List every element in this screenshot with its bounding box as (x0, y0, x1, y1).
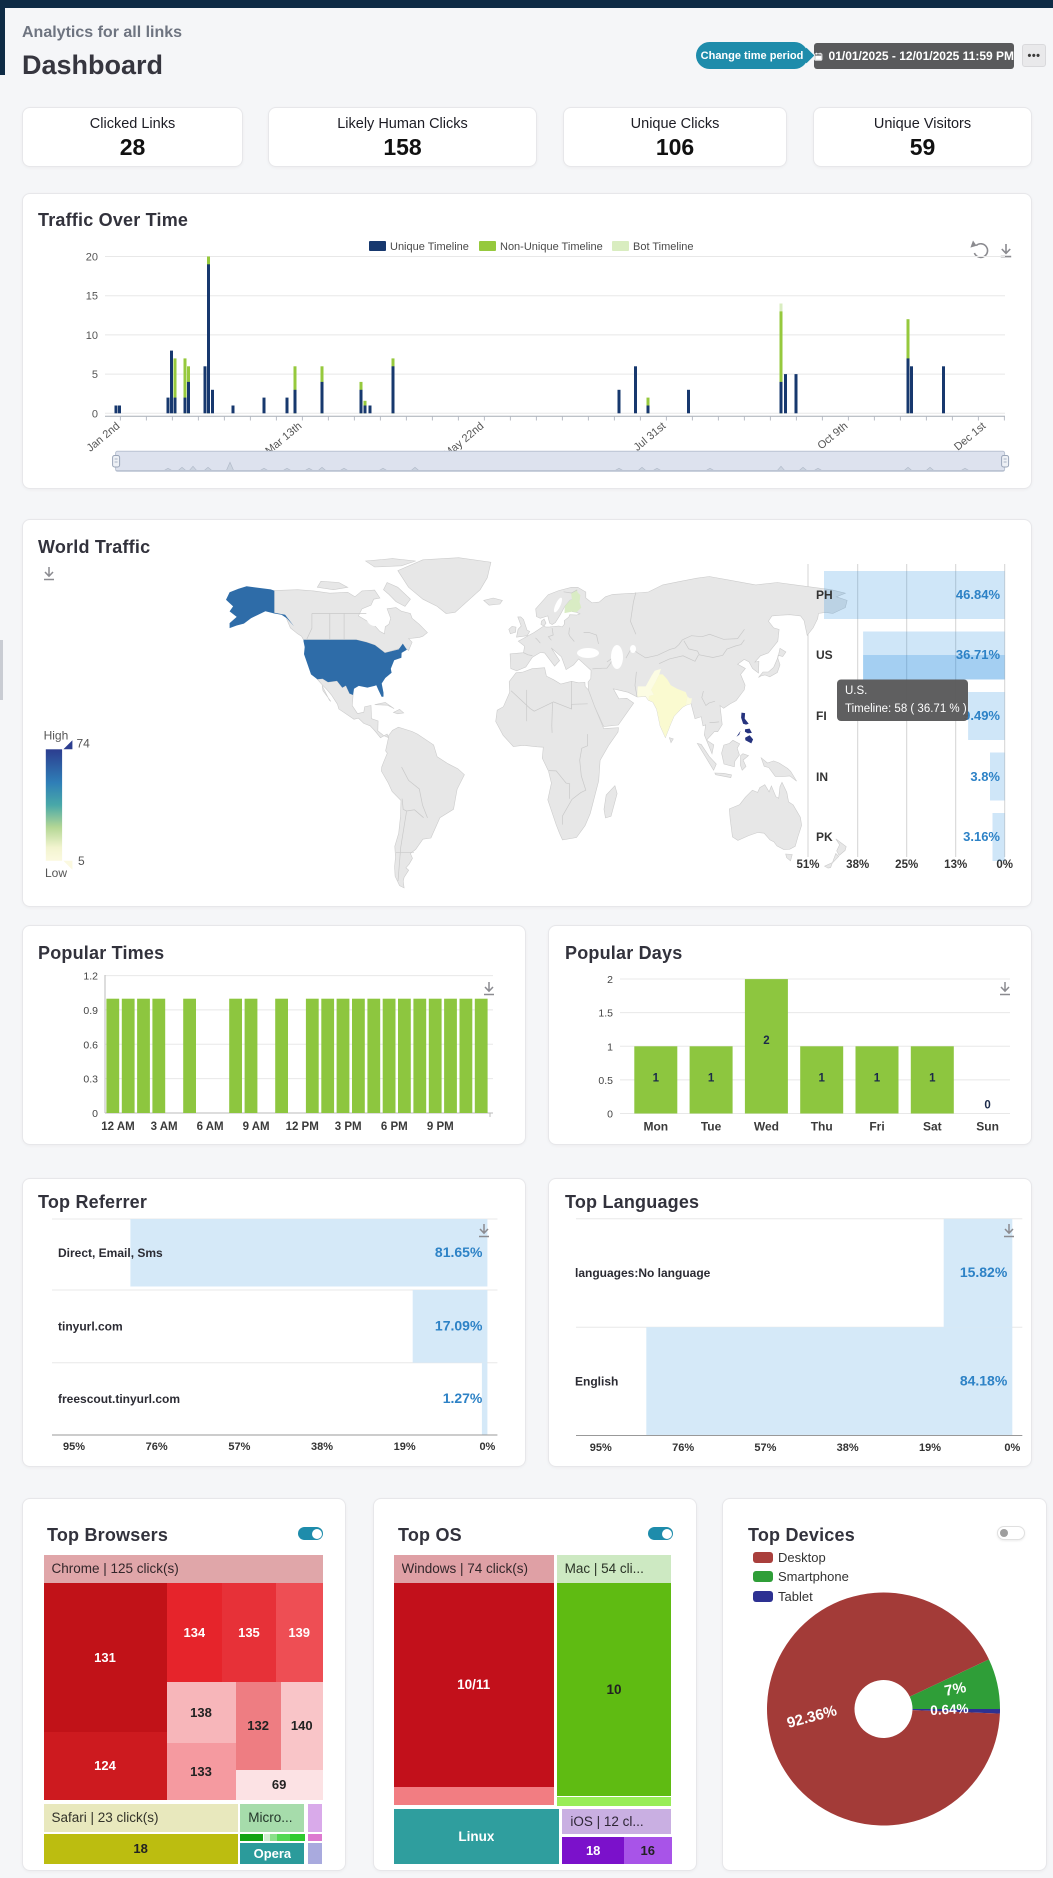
svg-text:0%: 0% (479, 1441, 495, 1453)
svg-text:84.18%: 84.18% (960, 1372, 1008, 1388)
svg-text:Unique Timeline: Unique Timeline (390, 241, 469, 253)
svg-text:1.2: 1.2 (83, 971, 98, 983)
svg-text:36.71%: 36.71% (956, 647, 1001, 662)
svg-text:51%: 51% (796, 859, 819, 871)
svg-text:19%: 19% (919, 1442, 941, 1454)
svg-text:95%: 95% (590, 1442, 612, 1454)
svg-text:0: 0 (92, 1108, 98, 1120)
svg-text:0.3: 0.3 (83, 1074, 98, 1086)
svg-text:57%: 57% (228, 1441, 250, 1453)
svg-text:Mon: Mon (643, 1120, 668, 1134)
svg-text:9 AM: 9 AM (243, 1121, 270, 1133)
svg-text:1: 1 (818, 1072, 825, 1084)
svg-text:PK: PK (816, 830, 833, 844)
svg-text:3.8%: 3.8% (970, 769, 1000, 784)
svg-text:13%: 13% (944, 859, 967, 871)
svg-text:38%: 38% (846, 859, 869, 871)
svg-text:Dec 1st: Dec 1st (952, 420, 988, 453)
svg-text:1: 1 (607, 1041, 613, 1053)
svg-text:0: 0 (984, 1100, 990, 1112)
svg-text:IN: IN (816, 770, 828, 784)
svg-text:57%: 57% (754, 1442, 776, 1454)
svg-text:FI: FI (816, 709, 827, 723)
svg-text:2: 2 (763, 1035, 769, 1047)
svg-text:7%: 7% (943, 1679, 968, 1700)
svg-text:Non-Unique Timeline: Non-Unique Timeline (500, 241, 603, 253)
svg-text:76%: 76% (146, 1441, 168, 1453)
svg-text:3 PM: 3 PM (335, 1121, 362, 1133)
svg-text:Oct 9th: Oct 9th (815, 420, 850, 452)
svg-text:10: 10 (86, 330, 98, 342)
svg-text:5: 5 (78, 854, 85, 868)
svg-text:1.5: 1.5 (598, 1008, 613, 1020)
svg-text:0: 0 (607, 1109, 613, 1121)
svg-text:38%: 38% (837, 1442, 859, 1454)
svg-text:76%: 76% (672, 1442, 694, 1454)
svg-text:0.9: 0.9 (83, 1005, 98, 1017)
svg-text:12 PM: 12 PM (286, 1121, 319, 1133)
svg-text:Sat: Sat (923, 1120, 942, 1134)
svg-text:Wed: Wed (754, 1120, 779, 1134)
svg-text:Tue: Tue (701, 1120, 722, 1134)
svg-text:0.64%: 0.64% (930, 1701, 969, 1718)
svg-text:9 PM: 9 PM (427, 1121, 454, 1133)
svg-text:US: US (816, 648, 833, 662)
svg-text:2: 2 (607, 974, 613, 986)
svg-text:1: 1 (708, 1072, 715, 1084)
svg-text:1: 1 (874, 1072, 881, 1084)
svg-text:0%: 0% (996, 859, 1013, 871)
svg-text:19%: 19% (394, 1441, 416, 1453)
svg-text:Timeline: 58 ( 36.71 % ): Timeline: 58 ( 36.71 % ) (845, 703, 967, 715)
svg-text:6 AM: 6 AM (197, 1121, 224, 1133)
svg-text:17.09%: 17.09% (435, 1317, 483, 1333)
svg-text:38%: 38% (311, 1441, 333, 1453)
svg-text:U.S.: U.S. (845, 685, 867, 697)
svg-text:1: 1 (929, 1072, 936, 1084)
svg-text:5: 5 (92, 369, 98, 381)
svg-text:High: High (44, 729, 69, 743)
svg-text:0.6: 0.6 (83, 1039, 98, 1051)
svg-text:46.84%: 46.84% (956, 587, 1001, 602)
svg-text:25%: 25% (895, 859, 918, 871)
svg-text:tinyurl.com: tinyurl.com (58, 1319, 123, 1333)
svg-text:3.16%: 3.16% (963, 829, 1000, 844)
svg-text:Low: Low (45, 866, 67, 880)
svg-text:freescout.tinyurl.com: freescout.tinyurl.com (58, 1392, 180, 1406)
svg-text:Sun: Sun (976, 1120, 999, 1134)
svg-text:81.65%: 81.65% (435, 1244, 483, 1260)
svg-text:1.27%: 1.27% (443, 1390, 483, 1406)
svg-text:0: 0 (92, 408, 98, 420)
svg-text:Jan 2nd: Jan 2nd (85, 420, 123, 454)
svg-text:15: 15 (86, 291, 98, 303)
svg-text:Direct, Email, Sms: Direct, Email, Sms (58, 1246, 163, 1260)
svg-text:1: 1 (653, 1072, 660, 1084)
svg-text:20: 20 (86, 252, 98, 264)
svg-text:Jul 31st: Jul 31st (632, 420, 669, 454)
svg-text:languages:No language: languages:No language (575, 1266, 711, 1280)
svg-text:English: English (575, 1374, 618, 1388)
svg-text:74: 74 (77, 737, 91, 751)
svg-text:9.49%: 9.49% (963, 708, 1000, 723)
svg-text:3 AM: 3 AM (151, 1121, 178, 1133)
svg-text:95%: 95% (63, 1441, 85, 1453)
svg-text:Bot Timeline: Bot Timeline (633, 241, 694, 253)
svg-text:0%: 0% (1004, 1442, 1020, 1454)
svg-text:Thu: Thu (811, 1120, 833, 1134)
svg-text:PH: PH (816, 588, 833, 602)
svg-text:15.82%: 15.82% (960, 1264, 1008, 1280)
svg-text:Fri: Fri (869, 1120, 884, 1134)
svg-text:12 AM: 12 AM (101, 1121, 134, 1133)
svg-text:6 PM: 6 PM (381, 1121, 408, 1133)
svg-text:0.5: 0.5 (598, 1075, 613, 1087)
